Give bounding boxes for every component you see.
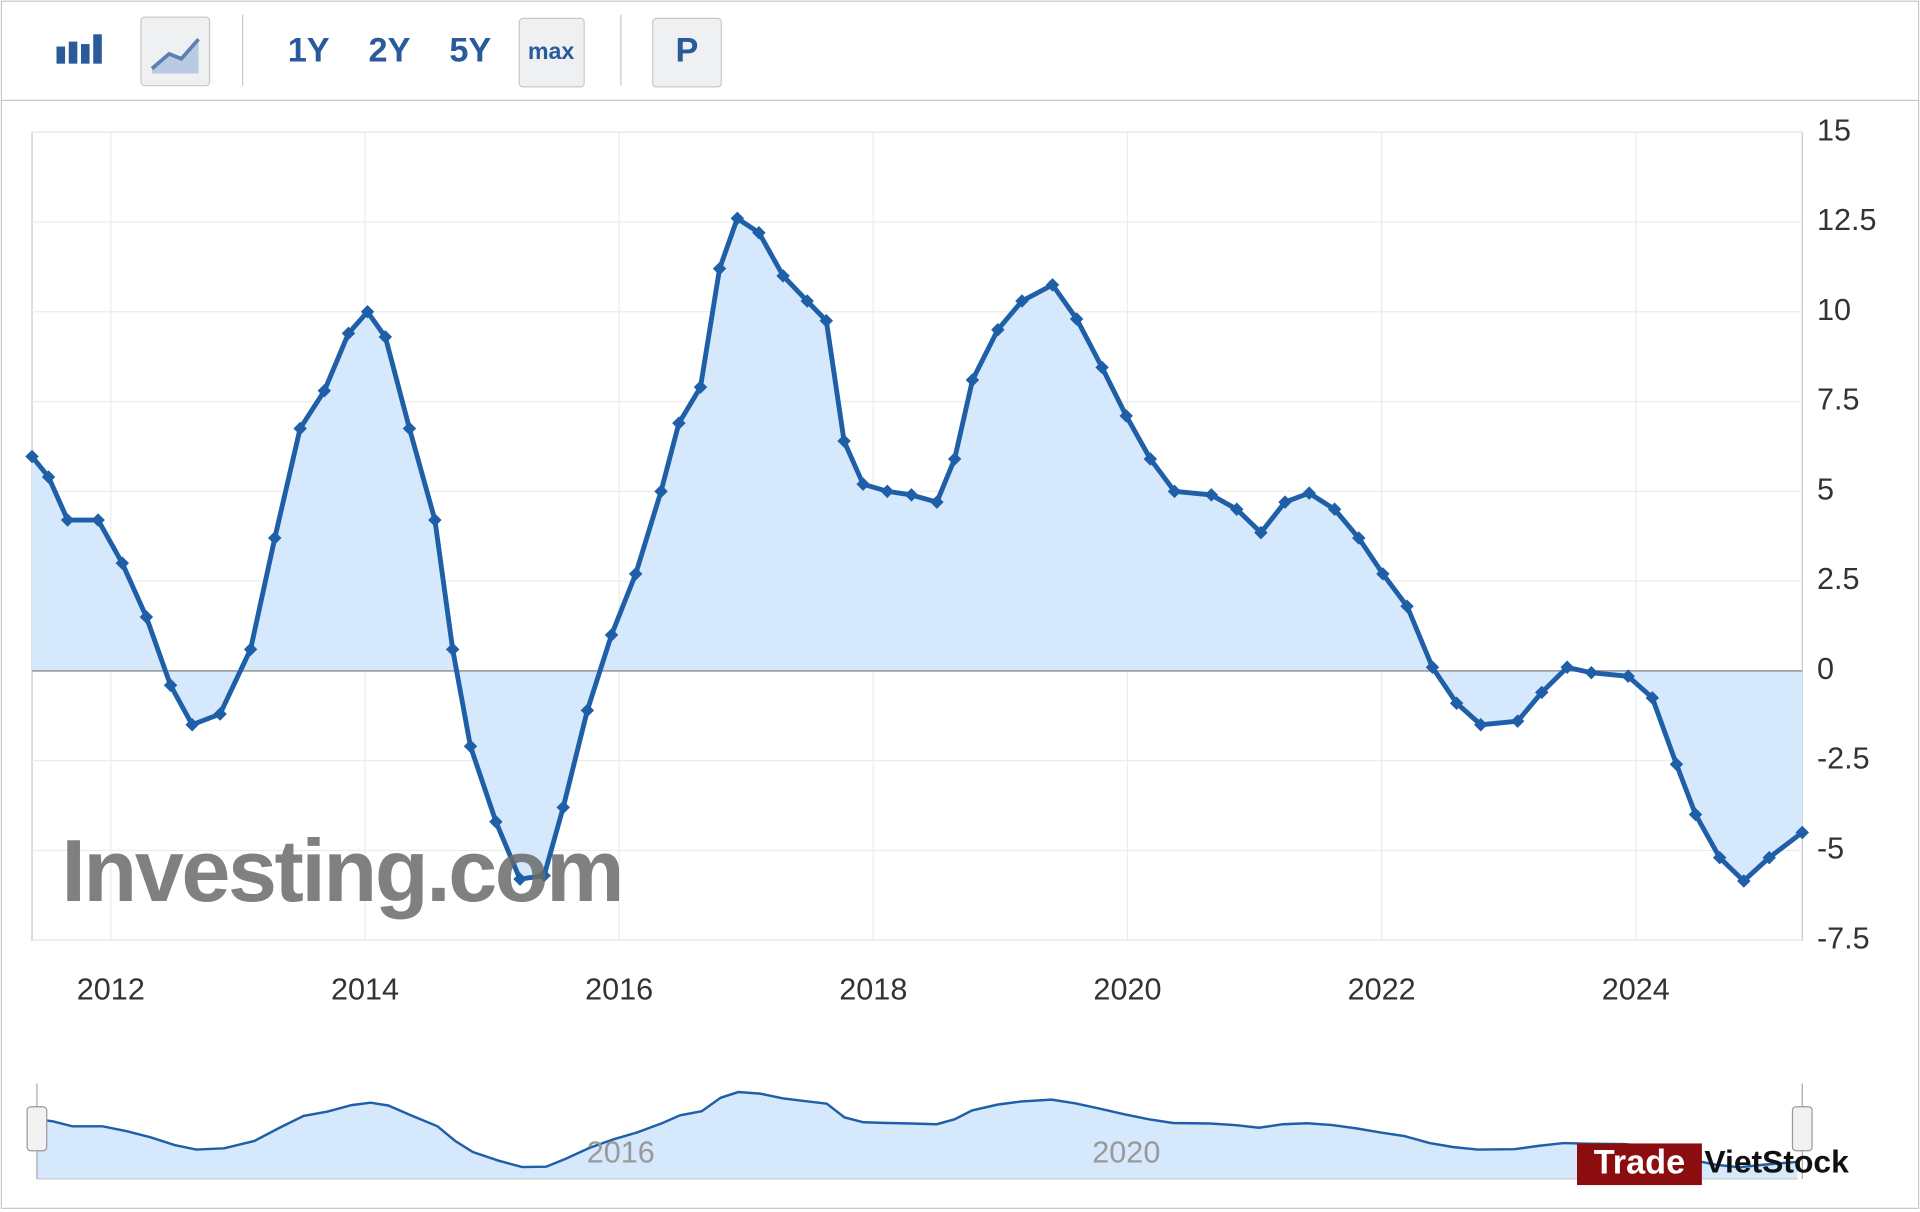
icon-bar: [93, 34, 102, 64]
data-point: [904, 488, 919, 502]
badge-box: [1577, 1143, 1702, 1186]
x-tick-label: 2022: [1348, 973, 1416, 1007]
data-point: [243, 642, 258, 657]
button-box: [518, 17, 585, 88]
data-point: [1712, 850, 1727, 865]
data-point: [41, 470, 56, 484]
data-point: [1167, 484, 1182, 499]
data-point: [185, 718, 199, 732]
data-point: [293, 421, 307, 436]
y-tick-label: 7.5: [1817, 383, 1860, 417]
watermark: Investing.com: [61, 821, 622, 920]
data-point: [1376, 567, 1390, 581]
icon-line: [150, 37, 200, 70]
data-point: [1645, 691, 1660, 705]
x-tick-label: 2012: [77, 973, 145, 1007]
icon-bar: [56, 46, 66, 64]
data-point: [378, 330, 393, 344]
x-tick-label: 2014: [331, 973, 399, 1007]
data-point: [1669, 757, 1684, 771]
y-tick-label: 0: [1817, 652, 1834, 686]
data-point: [360, 305, 375, 319]
navigator-area: [36, 1092, 1798, 1179]
navigator-tick-label: 2016: [587, 1136, 655, 1170]
y-tick-label: 12.5: [1817, 203, 1877, 237]
data-point: [1230, 502, 1244, 517]
y-tick-label: 2.5: [1817, 562, 1860, 596]
y-tick-label: -2.5: [1817, 742, 1870, 776]
data-point: [1762, 850, 1776, 865]
data-point: [1535, 685, 1549, 700]
y-tick-label: 10: [1817, 293, 1851, 327]
data-point: [1352, 531, 1366, 545]
bar-chart-button[interactable]: [56, 34, 102, 64]
data-point: [1095, 360, 1109, 375]
data-point: [1204, 488, 1219, 502]
data-point: [1621, 669, 1635, 684]
button-box: [140, 16, 211, 87]
area-fill: [32, 218, 1803, 881]
data-point: [1069, 312, 1084, 326]
data-point: [163, 678, 178, 692]
data-point: [1143, 452, 1158, 466]
y-tick-label: 15: [1817, 113, 1851, 147]
data-point: [317, 384, 332, 398]
x-tick-label: 2018: [839, 973, 907, 1007]
data-point: [341, 326, 356, 341]
badge-text: Trade: [1594, 1143, 1685, 1181]
data-point: [1015, 294, 1029, 308]
data-point: [819, 314, 834, 328]
data-point: [402, 421, 417, 436]
data-point: [268, 531, 282, 545]
badge-text: VietStock: [1704, 1144, 1849, 1180]
data-point: [712, 261, 727, 276]
navigator-handle[interactable]: [26, 1106, 48, 1152]
data-point: [1119, 409, 1133, 423]
y-tick-label: 5: [1817, 472, 1834, 506]
range-button[interactable]: max: [528, 38, 575, 64]
data-point: [1474, 718, 1488, 732]
range-button[interactable]: 1Y: [288, 32, 330, 70]
y-tick-label: -5: [1817, 832, 1844, 866]
navigator-handle[interactable]: [1791, 1106, 1813, 1152]
data-point: [1045, 278, 1060, 292]
data-point: [752, 226, 766, 240]
data-point: [654, 484, 668, 499]
data-point: [463, 739, 478, 754]
range-button[interactable]: 5Y: [449, 32, 491, 70]
data-point: [428, 513, 442, 527]
data-point: [115, 556, 129, 570]
line-chart-button[interactable]: [140, 16, 211, 87]
icon-bar: [80, 44, 90, 64]
data-point: [1327, 502, 1342, 517]
x-tick-label: 2016: [585, 973, 653, 1007]
data-point: [965, 373, 980, 387]
y-tick-label: -7.5: [1817, 921, 1870, 955]
navigator-line: [36, 1090, 1798, 1169]
icon-bar: [68, 41, 78, 64]
data-point: [60, 513, 75, 527]
data-point: [445, 642, 460, 657]
data-point: [1302, 486, 1316, 500]
range-button[interactable]: 2Y: [369, 32, 411, 70]
data-point: [537, 868, 551, 883]
data-point: [91, 513, 105, 527]
x-tick-label: 2020: [1093, 973, 1161, 1007]
data-point: [1688, 807, 1703, 822]
data-point: [556, 800, 570, 815]
data-point: [991, 322, 1005, 337]
data-point: [25, 449, 39, 464]
data-point: [213, 707, 227, 721]
navigator-tick-label: 2020: [1092, 1136, 1160, 1170]
data-point: [1449, 696, 1464, 710]
range-button[interactable]: P: [676, 32, 699, 70]
data-point: [1278, 495, 1292, 509]
button-box: [652, 17, 722, 88]
x-tick-label: 2024: [1602, 973, 1670, 1007]
